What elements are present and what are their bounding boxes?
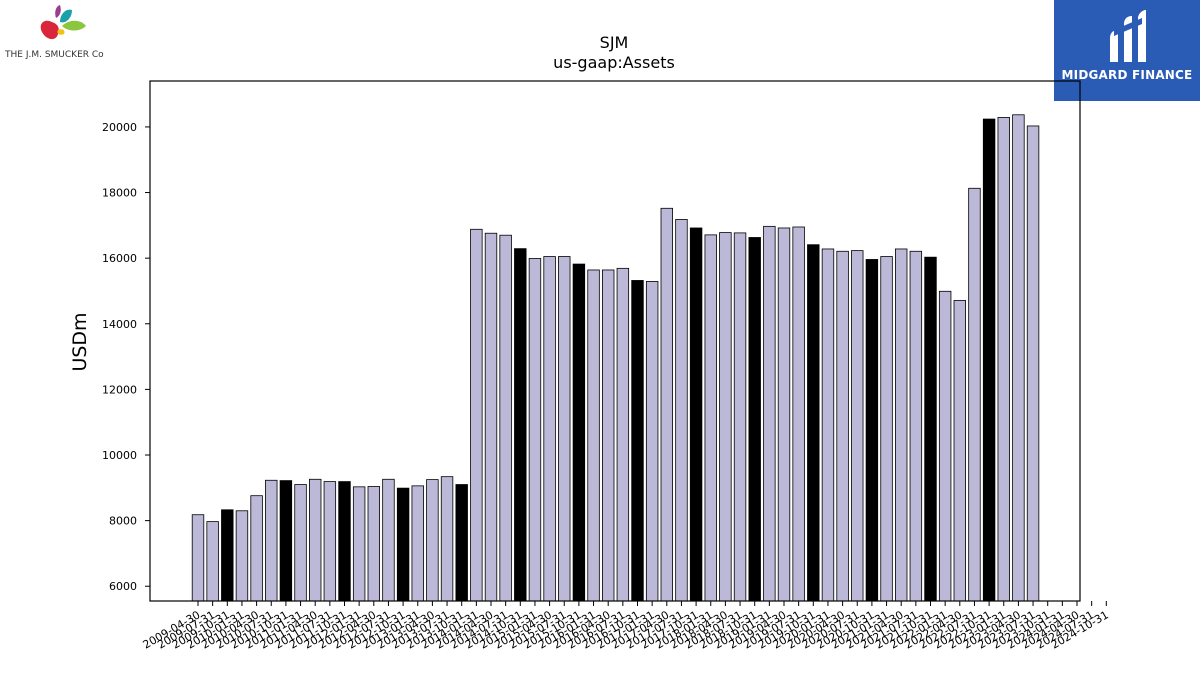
bar-10 bbox=[338, 481, 351, 602]
bar-40 bbox=[777, 227, 791, 602]
bar-9 bbox=[323, 481, 337, 602]
bar-2 bbox=[221, 509, 234, 602]
bar-52 bbox=[953, 300, 967, 602]
bar-37 bbox=[733, 232, 747, 602]
bar-23 bbox=[528, 258, 542, 602]
company-name: THE J.M. SMUCKER Co bbox=[5, 50, 104, 60]
bar-41 bbox=[792, 226, 805, 602]
y-tick-label: 14000 bbox=[102, 318, 137, 331]
plot-frame bbox=[149, 80, 1081, 602]
bar-44 bbox=[836, 250, 849, 602]
bar-29 bbox=[616, 267, 630, 602]
bar-54 bbox=[982, 118, 996, 602]
bar-4 bbox=[250, 495, 263, 602]
y-axis-label: USDm bbox=[69, 312, 91, 371]
bar-51 bbox=[938, 290, 952, 602]
bar-22 bbox=[514, 248, 527, 602]
bar-24 bbox=[543, 256, 556, 602]
bar-12 bbox=[367, 486, 381, 602]
bar-16 bbox=[426, 479, 439, 602]
bars-group bbox=[191, 114, 1040, 602]
y-axis-ticks: 6000 8000 10000 12000 14000 16000 18000 20000 bbox=[102, 121, 150, 593]
y-tick-label: 10000 bbox=[102, 449, 137, 462]
bar-3 bbox=[235, 510, 249, 602]
y-tick-label: 20000 bbox=[102, 121, 137, 134]
bar-7 bbox=[294, 484, 307, 602]
bar-45 bbox=[851, 250, 864, 602]
bar-26 bbox=[572, 263, 586, 602]
bar-14 bbox=[396, 487, 410, 602]
bar-32 bbox=[660, 207, 674, 602]
bar-30 bbox=[631, 280, 644, 602]
bar-43 bbox=[821, 248, 835, 602]
y-tick-label: 16000 bbox=[102, 252, 137, 265]
bar-0 bbox=[191, 514, 205, 602]
bar-56 bbox=[1012, 114, 1025, 602]
y-tick-label: 18000 bbox=[102, 187, 137, 200]
midgard-logo-icon bbox=[1110, 10, 1146, 62]
bar-21 bbox=[499, 234, 512, 602]
bar-53 bbox=[968, 187, 981, 602]
bar-6 bbox=[279, 480, 293, 602]
bar-15 bbox=[411, 485, 424, 602]
y-tick-label: 8000 bbox=[109, 515, 137, 528]
chart-title: SJM bbox=[600, 33, 629, 52]
bar-55 bbox=[997, 117, 1010, 602]
bar-42 bbox=[807, 244, 820, 602]
x-axis-ticks: 2009-04-302009-07-312009-10-312010-01-31… bbox=[141, 601, 1111, 652]
bar-8 bbox=[308, 478, 322, 602]
bar-25 bbox=[558, 256, 571, 602]
bar-28 bbox=[602, 269, 615, 602]
bar-47 bbox=[880, 256, 893, 602]
y-tick-label: 12000 bbox=[102, 383, 137, 396]
brand-logo: MIDGARD FINANCE bbox=[1054, 0, 1200, 101]
bar-20 bbox=[484, 232, 498, 602]
bar-33 bbox=[675, 219, 688, 602]
bar-27 bbox=[587, 269, 600, 602]
bar-17 bbox=[440, 476, 454, 602]
bar-34 bbox=[689, 227, 703, 602]
bar-39 bbox=[763, 225, 776, 602]
chart-subtitle: us-gaap:Assets bbox=[553, 53, 675, 72]
bar-35 bbox=[704, 234, 717, 602]
bar-19 bbox=[470, 228, 483, 602]
bar-18 bbox=[455, 484, 468, 602]
bar-13 bbox=[382, 478, 395, 602]
fruit-logo-icon bbox=[40, 5, 86, 40]
brand-name: MIDGARD FINANCE bbox=[1061, 68, 1193, 82]
bar-1 bbox=[206, 521, 219, 602]
y-tick-label: 6000 bbox=[109, 580, 137, 593]
bar-57 bbox=[1026, 125, 1040, 602]
bar-38 bbox=[748, 237, 761, 602]
company-logo: THE J.M. SMUCKER Co bbox=[0, 0, 130, 70]
bar-50 bbox=[924, 256, 937, 602]
bar-49 bbox=[909, 250, 923, 602]
bar-31 bbox=[645, 281, 659, 602]
bar-36 bbox=[719, 232, 732, 602]
bar-11 bbox=[352, 486, 366, 602]
bar-48 bbox=[895, 248, 908, 602]
bar-46 bbox=[865, 259, 879, 602]
bar-5 bbox=[265, 479, 278, 602]
